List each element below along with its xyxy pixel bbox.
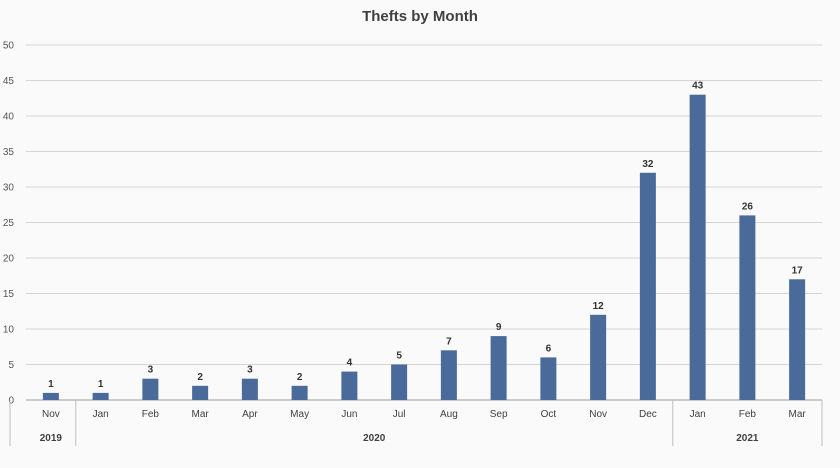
bar xyxy=(739,215,756,400)
year-group-label: 2020 xyxy=(363,433,386,444)
data-label: 6 xyxy=(546,343,552,354)
bar xyxy=(590,314,607,400)
bar xyxy=(291,385,308,400)
x-tick-label: Mar xyxy=(789,409,807,420)
data-label: 9 xyxy=(496,322,502,333)
bar xyxy=(639,172,656,400)
data-label: 1 xyxy=(98,379,104,390)
x-tick-label: Sep xyxy=(490,409,508,420)
chart-title: Thefts by Month xyxy=(362,8,478,25)
y-tick-label: 25 xyxy=(3,218,15,229)
year-group-label: 2021 xyxy=(736,433,759,444)
y-tick-label: 5 xyxy=(8,360,14,371)
data-label: 43 xyxy=(692,81,704,92)
x-tick-label: Jan xyxy=(690,409,706,420)
x-tick-label: Oct xyxy=(541,409,557,420)
bar xyxy=(92,392,109,400)
year-group-label: 2019 xyxy=(40,433,63,444)
y-tick-label: 50 xyxy=(3,41,15,52)
y-tick-label: 30 xyxy=(3,183,15,194)
bar xyxy=(689,94,706,400)
bar xyxy=(341,371,358,400)
data-label: 32 xyxy=(642,159,654,170)
y-tick-label: 10 xyxy=(3,325,15,336)
x-tick-label: Nov xyxy=(42,409,60,420)
bar xyxy=(391,364,408,400)
y-tick-label: 20 xyxy=(3,254,15,265)
data-label: 3 xyxy=(247,365,253,376)
y-tick-label: 0 xyxy=(8,396,14,407)
data-label: 26 xyxy=(742,201,754,212)
x-tick-label: Apr xyxy=(242,409,258,420)
x-tick-label: Nov xyxy=(589,409,607,420)
y-tick-label: 40 xyxy=(3,112,15,123)
x-tick-label: Dec xyxy=(639,409,657,420)
y-tick-label: 35 xyxy=(3,147,15,158)
bar xyxy=(241,378,258,400)
x-tick-label: Feb xyxy=(739,409,757,420)
bar xyxy=(540,357,557,400)
bar xyxy=(789,279,806,400)
x-tick-label: Mar xyxy=(192,409,210,420)
y-tick-label: 45 xyxy=(3,76,15,87)
bar xyxy=(42,392,59,400)
x-tick-label: Jun xyxy=(341,409,357,420)
data-label: 5 xyxy=(396,351,402,362)
data-label: 7 xyxy=(446,336,452,347)
x-tick-label: Feb xyxy=(142,409,160,420)
data-label: 4 xyxy=(347,358,353,369)
bar xyxy=(440,350,457,400)
bar xyxy=(490,336,507,400)
bar xyxy=(142,378,159,400)
data-label: 3 xyxy=(148,365,154,376)
data-label: 1 xyxy=(48,379,54,390)
data-label: 2 xyxy=(197,372,203,383)
x-tick-label: Jan xyxy=(93,409,109,420)
x-tick-label: Jul xyxy=(393,409,406,420)
data-label: 2 xyxy=(297,372,303,383)
data-label: 17 xyxy=(792,265,804,276)
x-tick-label: Aug xyxy=(440,409,458,420)
y-tick-label: 15 xyxy=(3,289,15,300)
bar xyxy=(192,385,209,400)
x-tick-label: May xyxy=(290,409,309,420)
data-label: 12 xyxy=(593,301,605,312)
